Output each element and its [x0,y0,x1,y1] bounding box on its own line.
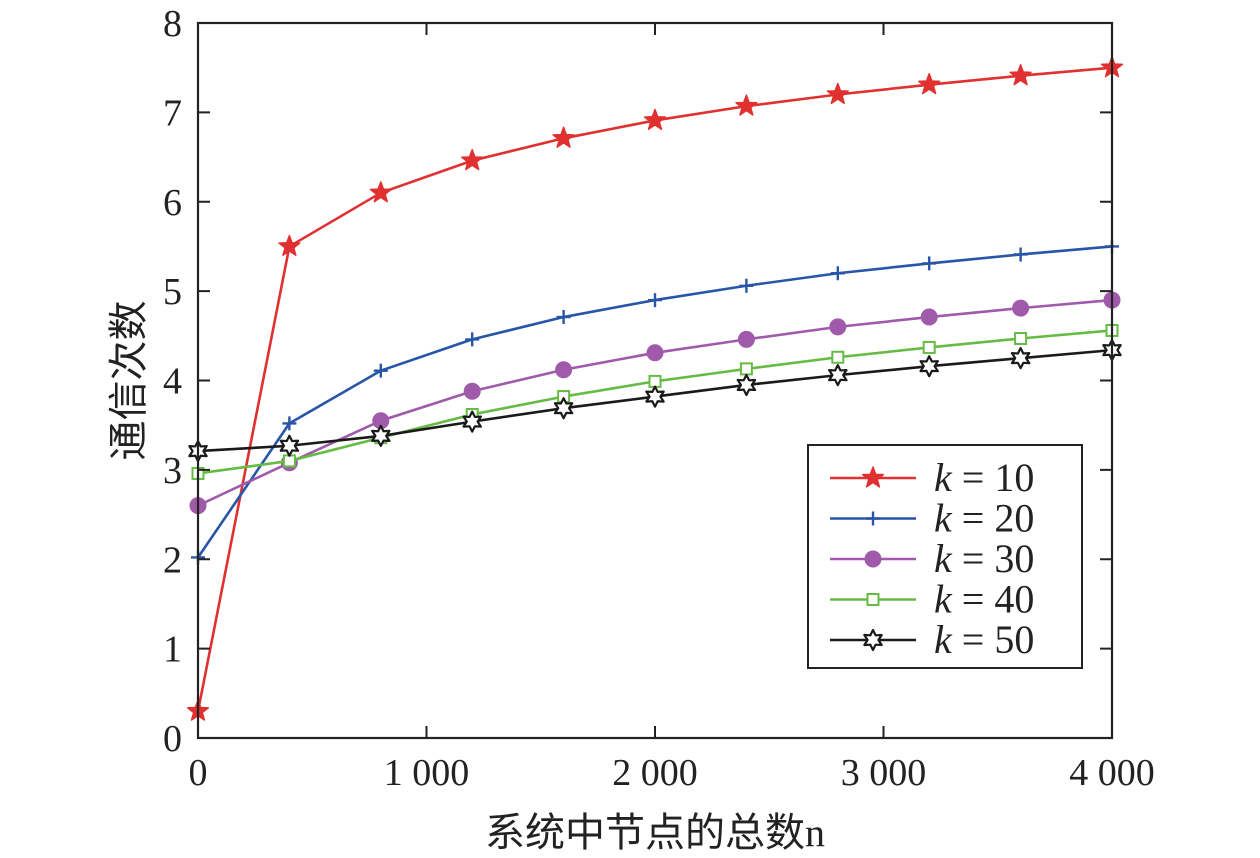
data-point [1013,247,1028,262]
legend: k = 10k = 20k = 30k = 40k = 50 [807,444,1083,669]
series-3 [189,291,1121,515]
data-point [461,148,484,171]
legend-marker [863,628,883,652]
data-point [371,424,391,448]
data-point [278,234,301,257]
data-point [556,310,571,325]
data-point [739,278,754,293]
x-tick-label: 0 [189,752,208,794]
legend-label: k = 30 [934,536,1034,581]
y-axis-label: 通信次数 [106,301,151,461]
y-tick-label: 3 [163,450,182,492]
legend-label: k = 50 [934,617,1034,662]
series-layer [186,55,1124,721]
data-point [920,308,938,326]
data-point [646,344,664,362]
data-point [373,363,388,378]
x-axis-label: 系统中节点的总数n [485,810,825,855]
data-point [462,410,482,433]
legend-item: k = 30 [830,536,1034,581]
data-point [1014,331,1028,345]
data-point [830,266,845,281]
legend-item: k = 20 [830,496,1034,541]
x-axis: 0 1 000 2 000 3 000 4 000 [189,23,1155,794]
data-point [831,350,845,364]
data-point [1009,64,1032,86]
x-tick-label: 1 000 [384,752,470,794]
data-point [465,332,480,347]
legend-label: k = 40 [934,577,1034,622]
data-point [829,318,847,336]
data-point [826,82,849,105]
series-1 [186,55,1124,721]
legend-item: k = 40 [830,577,1034,622]
data-point [922,340,936,354]
data-point [282,416,297,431]
data-point [463,382,481,400]
data-point [643,108,667,131]
y-tick-label: 4 [163,361,182,403]
data-point [922,256,937,271]
data-point [735,94,758,116]
data-point [555,361,573,379]
data-point [919,355,939,378]
x-tick-label: 2 000 [612,752,698,794]
data-point [645,385,665,408]
legend-box [807,444,1083,669]
data-point [648,374,662,388]
legend-item: k = 50 [830,617,1034,662]
data-point [552,126,575,148]
y-tick-label: 7 [163,92,182,134]
y-tick-label: 6 [163,182,182,224]
legend-label: k = 20 [934,496,1034,541]
data-point [918,72,941,95]
legend-item: k = 10 [830,455,1034,500]
legend-label: k = 10 [934,455,1034,500]
y-tick-label: 0 [163,718,182,760]
data-point [279,434,300,457]
data-point [369,181,392,203]
y-tick-label: 1 [163,629,182,671]
series-5 [188,339,1122,463]
data-point [739,362,753,376]
data-point [553,397,574,420]
data-point [282,454,296,468]
y-axis: 0 1 2 3 4 5 6 7 8 [163,3,1112,760]
legend-marker [864,550,882,568]
data-point [648,293,662,308]
y-tick-label: 2 [163,539,182,581]
legend-marker [866,593,880,606]
legend-marker [866,511,880,526]
data-point [1012,299,1030,317]
data-point [828,364,848,387]
y-tick-label: 8 [163,3,182,45]
data-point [737,330,755,348]
y-tick-label: 5 [163,271,182,313]
data-point [736,373,757,397]
x-tick-label: 3 000 [841,752,927,794]
x-tick-label: 4 000 [1069,752,1155,794]
legend-marker [861,466,885,488]
data-point [1010,347,1031,370]
